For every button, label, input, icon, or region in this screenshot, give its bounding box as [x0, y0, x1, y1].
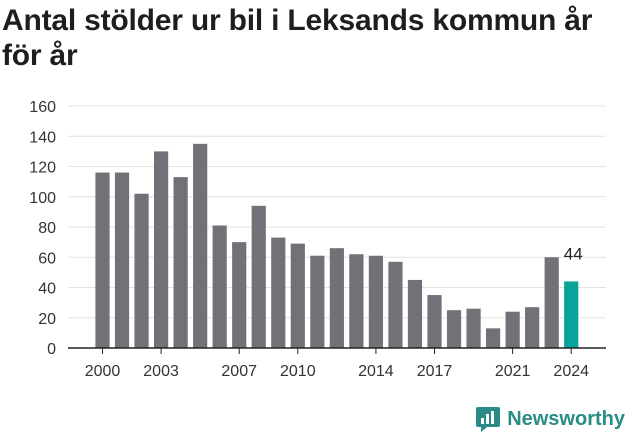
x-axis-labels: 2000 2003 2007 2010 2014 2017 2021 2024	[85, 363, 589, 380]
bar-2010	[290, 243, 305, 348]
y-tick-label: 40	[38, 281, 56, 298]
bar-2019	[466, 308, 481, 348]
x-tick-label: 2010	[280, 363, 316, 380]
bar-2018	[446, 310, 462, 348]
bar-2020	[486, 328, 501, 348]
bar-2024	[564, 281, 579, 348]
bar-2002	[134, 193, 149, 348]
bar-2015	[388, 261, 403, 348]
y-tick-label: 60	[38, 250, 56, 267]
x-axis	[68, 347, 606, 354]
bars	[95, 143, 579, 349]
data-labels: 44	[564, 244, 583, 263]
x-tick-label: 2007	[221, 363, 257, 380]
y-tick-label: 120	[29, 160, 56, 177]
newsworthy-logo-icon	[476, 407, 501, 432]
bar-2021	[505, 311, 520, 348]
x-tick-label: 2000	[85, 363, 121, 380]
bar-2009	[271, 237, 286, 348]
bar-2011	[310, 255, 325, 348]
x-tick-label: 2021	[495, 363, 531, 380]
y-tick-label: 160	[29, 99, 56, 116]
bar-2014	[368, 255, 384, 348]
bar-2008	[251, 205, 266, 348]
bar-2004	[173, 177, 188, 348]
y-tick-label: 20	[38, 311, 56, 328]
bar-2022	[525, 307, 540, 348]
data-label: 44	[564, 244, 583, 263]
bar-2007	[232, 242, 247, 349]
bar-2003	[153, 151, 169, 349]
bar-2000	[95, 172, 110, 348]
chart-title: Antal stölder ur bil i Leksands kommun å…	[2, 4, 593, 72]
bar-2017	[427, 295, 442, 348]
bar-2006	[212, 225, 227, 348]
x-tick-label: 2017	[417, 363, 453, 380]
y-axis-labels: 0 20 40 60 80 100 120 140 160	[29, 99, 56, 358]
bar-2005	[193, 143, 208, 348]
bar-2013	[349, 254, 364, 348]
x-tick-label: 2014	[358, 363, 394, 380]
bar-2023	[544, 257, 559, 348]
y-tick-label: 100	[29, 190, 56, 207]
bar-2016	[407, 279, 423, 348]
newsworthy-logo: Newsworthy	[475, 403, 625, 435]
bar-2012	[329, 248, 344, 348]
y-tick-label: 80	[38, 220, 56, 237]
brand-name: Newsworthy	[507, 407, 625, 430]
x-tick-label: 2024	[553, 363, 589, 380]
bar-2001	[114, 172, 130, 348]
x-tick-label: 2003	[143, 363, 179, 380]
y-tick-label: 140	[29, 129, 56, 146]
y-tick-label: 0	[47, 341, 56, 358]
